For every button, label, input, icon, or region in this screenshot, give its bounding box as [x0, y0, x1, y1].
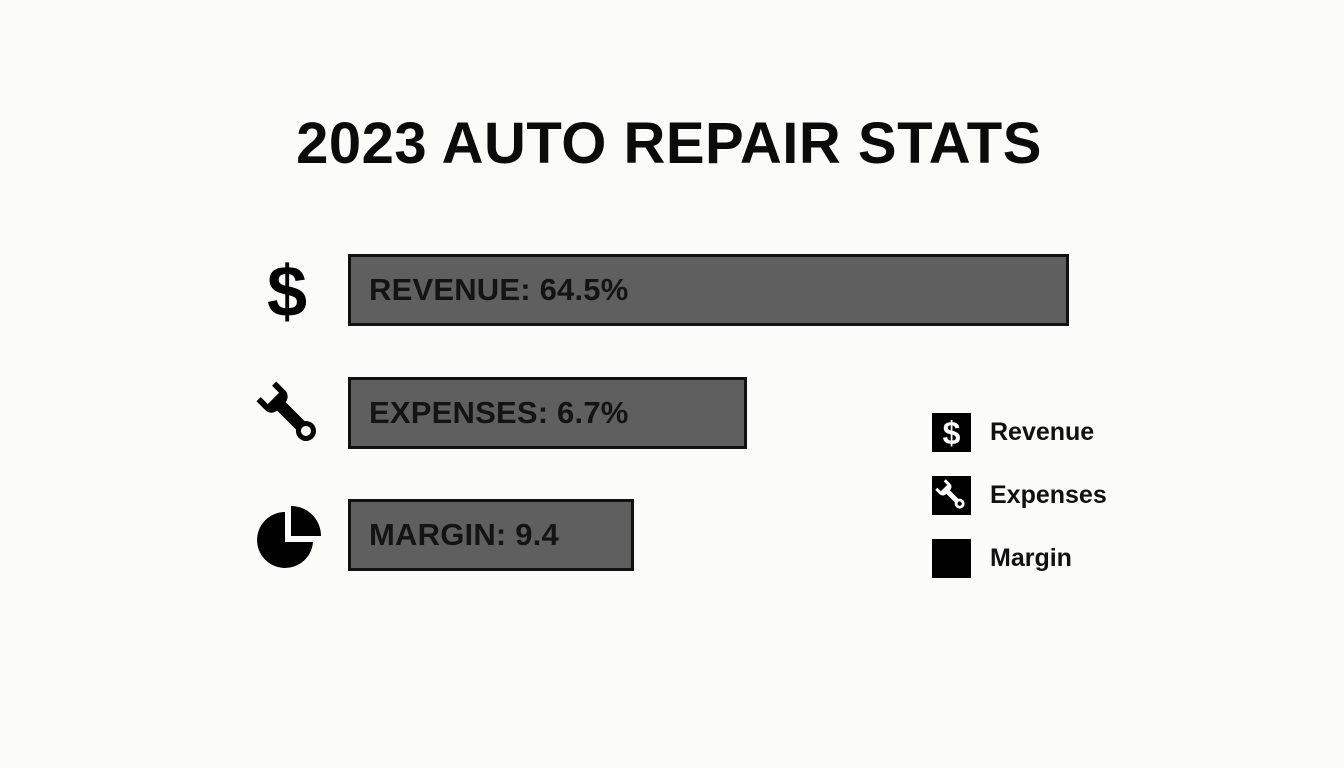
legend-label-revenue: Revenue — [990, 417, 1095, 446]
legend-item-expenses: Expenses — [932, 475, 1107, 515]
wrench-icon — [932, 475, 971, 515]
svg-text:$: $ — [267, 256, 307, 328]
margin-bar: MARGIN: 9.4 — [348, 499, 634, 571]
legend-item-margin: Margin — [932, 538, 1107, 578]
revenue-bar-label: REVENUE: 64.5% — [369, 272, 629, 307]
revenue-bar: REVENUE: 64.5% — [348, 254, 1069, 326]
legend-label-margin: Margin — [990, 543, 1072, 572]
wrench-icon — [253, 378, 325, 450]
svg-text:$: $ — [943, 415, 961, 451]
legend-label-expenses: Expenses — [990, 480, 1107, 509]
legend: $ Revenue Expenses Margin — [932, 412, 1107, 601]
expenses-bar: EXPENSES: 6.7% — [348, 377, 747, 449]
pie-chart-icon — [255, 502, 327, 574]
expenses-bar-label: EXPENSES: 6.7% — [369, 395, 629, 430]
dollar-icon: $ — [932, 412, 971, 452]
square-icon — [932, 538, 971, 578]
margin-bar-label: MARGIN: 9.4 — [369, 517, 559, 552]
chart-title: 2023 AUTO REPAIR STATS — [296, 111, 1042, 176]
dollar-icon: $ — [251, 256, 323, 328]
legend-item-revenue: $ Revenue — [932, 412, 1107, 452]
